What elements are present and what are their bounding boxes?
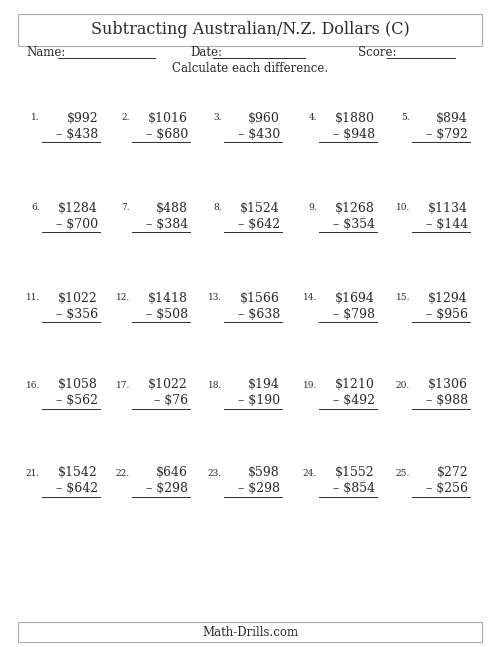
Text: – $642: – $642 [238,217,280,230]
Text: $1058: $1058 [58,378,98,391]
Text: $272: $272 [436,466,468,479]
Bar [18,622,482,642]
Text: 12.: 12. [116,294,130,303]
Text: 16.: 16. [26,380,40,389]
Text: – $356: – $356 [56,307,98,320]
Text: $1284: $1284 [58,201,98,215]
Text: – $508: – $508 [146,307,188,320]
Text: 22.: 22. [116,468,130,477]
Text: $1016: $1016 [148,111,188,124]
Text: – $256: – $256 [426,483,468,496]
Text: – $956: – $956 [426,307,468,320]
Text: $1542: $1542 [58,466,98,479]
Text: – $298: – $298 [146,483,188,496]
Text: Math-Drills.com: Math-Drills.com [202,626,298,639]
Text: Date:: Date: [190,46,222,59]
Text: Score:: Score: [358,46,397,59]
Text: Subtracting Australian/N.Z. Dollars (C): Subtracting Australian/N.Z. Dollars (C) [90,21,409,39]
Text: 18.: 18. [208,380,222,389]
Bar [18,14,482,46]
Text: 17.: 17. [116,380,130,389]
Text: – $988: – $988 [426,395,468,408]
Text: – $792: – $792 [426,127,468,140]
Text: – $492: – $492 [333,395,375,408]
Text: – $438: – $438 [56,127,98,140]
Text: – $638: – $638 [238,307,280,320]
Text: 19.: 19. [302,380,317,389]
Text: $194: $194 [248,378,280,391]
Text: 8.: 8. [214,204,222,212]
Text: 2.: 2. [122,113,130,122]
Text: 1.: 1. [32,113,40,122]
Text: – $798: – $798 [333,307,375,320]
Text: 3.: 3. [214,113,222,122]
Text: – $298: – $298 [238,483,280,496]
Text: $488: $488 [156,201,188,215]
Text: – $190: – $190 [238,395,280,408]
Text: 15.: 15. [396,294,410,303]
Text: $960: $960 [248,111,280,124]
Text: 20.: 20. [396,380,410,389]
Text: $646: $646 [156,466,188,479]
Text: 10.: 10. [396,204,410,212]
Text: $1418: $1418 [148,292,188,305]
Text: $598: $598 [248,466,280,479]
Text: 23.: 23. [208,468,222,477]
Text: 14.: 14. [302,294,317,303]
Text: 11.: 11. [26,294,40,303]
Text: – $430: – $430 [238,127,280,140]
Text: $1022: $1022 [58,292,98,305]
Text: $992: $992 [66,111,98,124]
Text: Name:: Name: [26,46,66,59]
Text: – $144: – $144 [426,217,468,230]
Text: – $642: – $642 [56,483,98,496]
Text: – $948: – $948 [333,127,375,140]
Text: 7.: 7. [122,204,130,212]
Text: $1268: $1268 [335,201,375,215]
Text: 21.: 21. [26,468,40,477]
Text: 24.: 24. [303,468,317,477]
Text: – $76: – $76 [154,395,188,408]
Text: $1694: $1694 [335,292,375,305]
Text: 13.: 13. [208,294,222,303]
Text: 4.: 4. [308,113,317,122]
Text: $1566: $1566 [240,292,280,305]
Text: $1306: $1306 [428,378,468,391]
Text: 9.: 9. [308,204,317,212]
Text: 25.: 25. [396,468,410,477]
Text: Calculate each difference.: Calculate each difference. [172,62,328,75]
Text: $1134: $1134 [428,201,468,215]
Text: $1210: $1210 [335,378,375,391]
Text: – $384: – $384 [146,217,188,230]
Text: $1552: $1552 [336,466,375,479]
Text: $1880: $1880 [335,111,375,124]
Text: – $680: – $680 [146,127,188,140]
Text: – $562: – $562 [56,395,98,408]
Text: – $854: – $854 [333,483,375,496]
Text: – $354: – $354 [333,217,375,230]
Text: 6.: 6. [32,204,40,212]
Text: $1294: $1294 [428,292,468,305]
Text: $1022: $1022 [148,378,188,391]
Text: $1524: $1524 [240,201,280,215]
Text: $894: $894 [436,111,468,124]
Text: 5.: 5. [401,113,410,122]
Text: – $700: – $700 [56,217,98,230]
